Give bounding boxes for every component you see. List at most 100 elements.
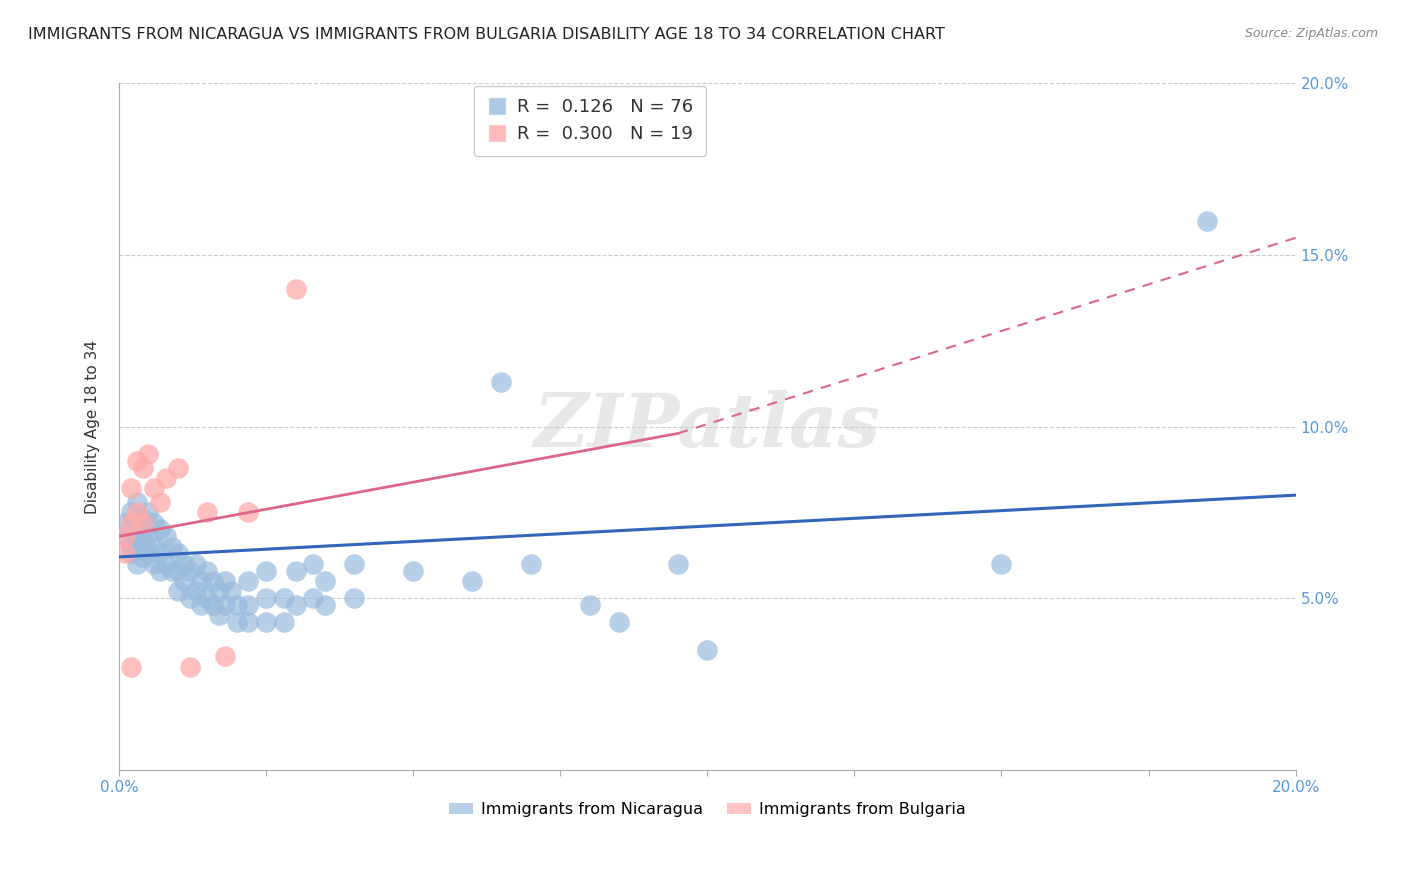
Point (125, 557, 148, 571)
Point (125, 516, 148, 530)
Text: ZIPatlas: ZIPatlas (534, 391, 880, 463)
Text: Source: ZipAtlas.com: Source: ZipAtlas.com (1244, 27, 1378, 40)
Point (143, 481, 166, 495)
Point (238, 598, 260, 612)
Point (314, 598, 336, 612)
Point (131, 460, 153, 475)
Point (190, 574, 212, 588)
Point (343, 557, 366, 571)
Point (284, 282, 307, 296)
Point (214, 649, 236, 664)
Point (160, 564, 183, 578)
Point (990, 557, 1012, 571)
Point (190, 598, 212, 612)
Point (666, 557, 689, 571)
Text: IMMIGRANTS FROM NICARAGUA VS IMMIGRANTS FROM BULGARIA DISABILITY AGE 18 TO 34 CO: IMMIGRANTS FROM NICARAGUA VS IMMIGRANTS … (28, 27, 945, 42)
Point (143, 516, 166, 530)
Point (173, 557, 195, 571)
Point (120, 516, 142, 530)
Point (225, 598, 247, 612)
Point (114, 529, 136, 543)
Point (120, 505, 142, 519)
Point (520, 557, 543, 571)
Point (184, 584, 207, 599)
Point (195, 505, 218, 519)
Point (343, 591, 366, 606)
Point (208, 584, 231, 599)
Point (143, 557, 166, 571)
Point (131, 533, 153, 547)
Point (138, 447, 160, 461)
Point (138, 529, 160, 543)
Point (160, 540, 183, 554)
Point (131, 512, 153, 526)
Point (696, 642, 718, 657)
Point (1197, 213, 1219, 227)
Point (214, 598, 236, 612)
Point (114, 529, 136, 543)
Point (578, 598, 600, 612)
Point (179, 591, 201, 606)
Point (179, 659, 201, 673)
Point (120, 481, 142, 495)
Point (114, 547, 136, 561)
Point (208, 608, 231, 623)
Point (143, 540, 166, 554)
Point (184, 557, 207, 571)
Point (149, 523, 172, 537)
Point (195, 591, 218, 606)
Point (219, 584, 242, 599)
Point (302, 591, 325, 606)
Point (120, 659, 142, 673)
Point (155, 471, 177, 485)
Point (273, 591, 295, 606)
Point (202, 598, 225, 612)
Point (120, 547, 142, 561)
Point (314, 574, 336, 588)
Point (131, 523, 153, 537)
Point (461, 574, 484, 588)
Point (173, 574, 195, 588)
Point (254, 591, 277, 606)
Point (238, 574, 260, 588)
Point (120, 540, 142, 554)
Legend: Immigrants from Nicaragua, Immigrants from Bulgaria: Immigrants from Nicaragua, Immigrants fr… (443, 796, 972, 823)
Point (138, 547, 160, 561)
Point (155, 529, 177, 543)
Point (284, 598, 307, 612)
Point (138, 505, 160, 519)
Point (254, 564, 277, 578)
Point (202, 574, 225, 588)
Point (167, 564, 190, 578)
Point (149, 495, 172, 509)
Point (120, 523, 142, 537)
Point (273, 615, 295, 629)
Point (167, 547, 190, 561)
Point (195, 564, 218, 578)
Point (402, 564, 425, 578)
Point (131, 549, 153, 564)
Point (238, 615, 260, 629)
Point (167, 460, 190, 475)
Point (214, 574, 236, 588)
Point (254, 615, 277, 629)
Point (149, 547, 172, 561)
Point (125, 505, 148, 519)
Point (302, 557, 325, 571)
Point (131, 516, 153, 530)
Point (125, 454, 148, 468)
Point (155, 557, 177, 571)
Point (125, 495, 148, 509)
Point (125, 529, 148, 543)
Point (284, 564, 307, 578)
Point (114, 516, 136, 530)
Point (167, 584, 190, 599)
Point (125, 540, 148, 554)
Point (225, 615, 247, 629)
Point (491, 375, 513, 389)
Point (179, 564, 201, 578)
Point (149, 564, 172, 578)
Y-axis label: Disability Age 18 to 34: Disability Age 18 to 34 (86, 340, 100, 514)
Point (238, 505, 260, 519)
Point (607, 615, 630, 629)
